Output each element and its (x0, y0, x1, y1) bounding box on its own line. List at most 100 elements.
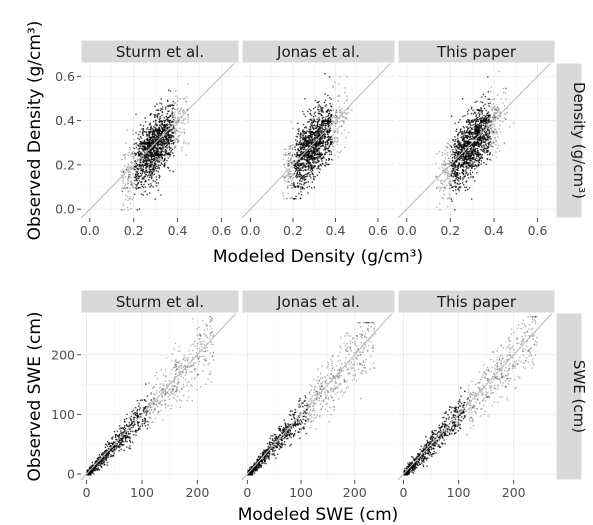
scatter-point (469, 165, 471, 167)
scatter-point (287, 186, 289, 189)
scatter-point (165, 142, 168, 144)
scatter-point (160, 147, 163, 149)
scatter-point (313, 147, 315, 149)
scatter-point (483, 161, 485, 164)
scatter-point (135, 170, 137, 173)
scatter-point (320, 127, 323, 129)
scatter-point (155, 109, 158, 111)
scatter-point (470, 152, 473, 154)
scatter-point (293, 185, 296, 187)
scatter-point (488, 120, 490, 122)
scatter-point (324, 164, 326, 167)
scatter-point (482, 134, 484, 136)
scatter-point (320, 138, 322, 140)
scatter-point (474, 130, 476, 132)
scatter-point (288, 165, 290, 167)
scatter-point (344, 116, 346, 119)
scatter-point (155, 150, 157, 152)
panel-strip (241, 39, 396, 64)
scatter-point (160, 138, 162, 140)
scatter-point (305, 137, 308, 139)
scatter-point (314, 151, 316, 154)
scatter-point (315, 125, 317, 127)
scatter-point (331, 145, 334, 148)
scatter-point (156, 138, 158, 141)
scatter-point (452, 176, 455, 178)
scatter-point (184, 378, 187, 381)
scatter-point (298, 128, 300, 130)
scatter-point (157, 399, 159, 401)
scatter-point (296, 172, 299, 174)
scatter-point (473, 123, 475, 126)
scatter-point (143, 178, 145, 180)
scatter-point (181, 371, 184, 374)
scatter-point (333, 137, 336, 139)
scatter-point (461, 146, 464, 149)
scatter-point (163, 158, 166, 161)
scatter-point (147, 158, 150, 160)
scatter-point (295, 163, 297, 165)
scatter-point (155, 134, 157, 137)
scatter-point (472, 109, 474, 111)
scatter-point (473, 119, 475, 122)
scatter-point (160, 132, 163, 134)
scatter-point (144, 190, 146, 193)
scatter-point (169, 105, 171, 107)
scatter-point (453, 168, 455, 170)
scatter-point (457, 174, 459, 176)
scatter-point (307, 135, 309, 137)
scatter-point (447, 143, 450, 145)
scatter-point (297, 128, 299, 131)
scatter-point (151, 127, 153, 130)
scatter-point (489, 98, 491, 101)
scatter-point (164, 120, 166, 122)
scatter-point (102, 451, 104, 454)
scatter-point (155, 403, 157, 406)
scatter-point (458, 186, 460, 189)
scatter-point (489, 138, 491, 140)
scatter-point (302, 141, 304, 144)
scatter-point (333, 81, 336, 84)
scatter-point (311, 145, 313, 147)
scatter-point (456, 182, 459, 185)
scatter-point (296, 161, 299, 164)
scatter-point (318, 100, 320, 103)
scatter-point (313, 150, 316, 152)
scatter-point (298, 168, 300, 170)
scatter-point (168, 145, 171, 147)
scatter-point (153, 152, 156, 155)
scatter-point (454, 166, 456, 169)
scatter-point (299, 141, 301, 143)
scatter-point (465, 171, 467, 173)
scatter-point (300, 177, 302, 180)
scatter-point (137, 429, 139, 432)
scatter-point (505, 98, 507, 101)
scatter-point (486, 132, 489, 135)
scatter-point (322, 124, 324, 127)
scatter-point (158, 127, 160, 129)
scatter-point (146, 128, 148, 130)
scatter-point (317, 125, 320, 128)
scatter-point (148, 172, 151, 174)
scatter-point (144, 147, 147, 150)
scatter-point (167, 133, 170, 136)
scatter-point (152, 167, 155, 170)
scatter-point (169, 114, 171, 117)
scatter-point (485, 131, 488, 133)
scatter-point (140, 155, 142, 158)
scatter-point (299, 139, 302, 142)
scatter-point (338, 118, 341, 120)
scatter-point (137, 186, 140, 189)
scatter-point (137, 152, 140, 154)
scatter-point (477, 132, 479, 134)
scatter-point (454, 182, 456, 184)
scatter-point (94, 466, 96, 468)
scatter-point (155, 383, 157, 386)
scatter-point (304, 136, 306, 139)
scatter-point (199, 385, 202, 388)
scatter-point (174, 116, 176, 118)
scatter-point (166, 117, 169, 119)
scatter-point (194, 378, 196, 380)
scatter-point (438, 167, 440, 169)
scatter-point (305, 173, 307, 176)
